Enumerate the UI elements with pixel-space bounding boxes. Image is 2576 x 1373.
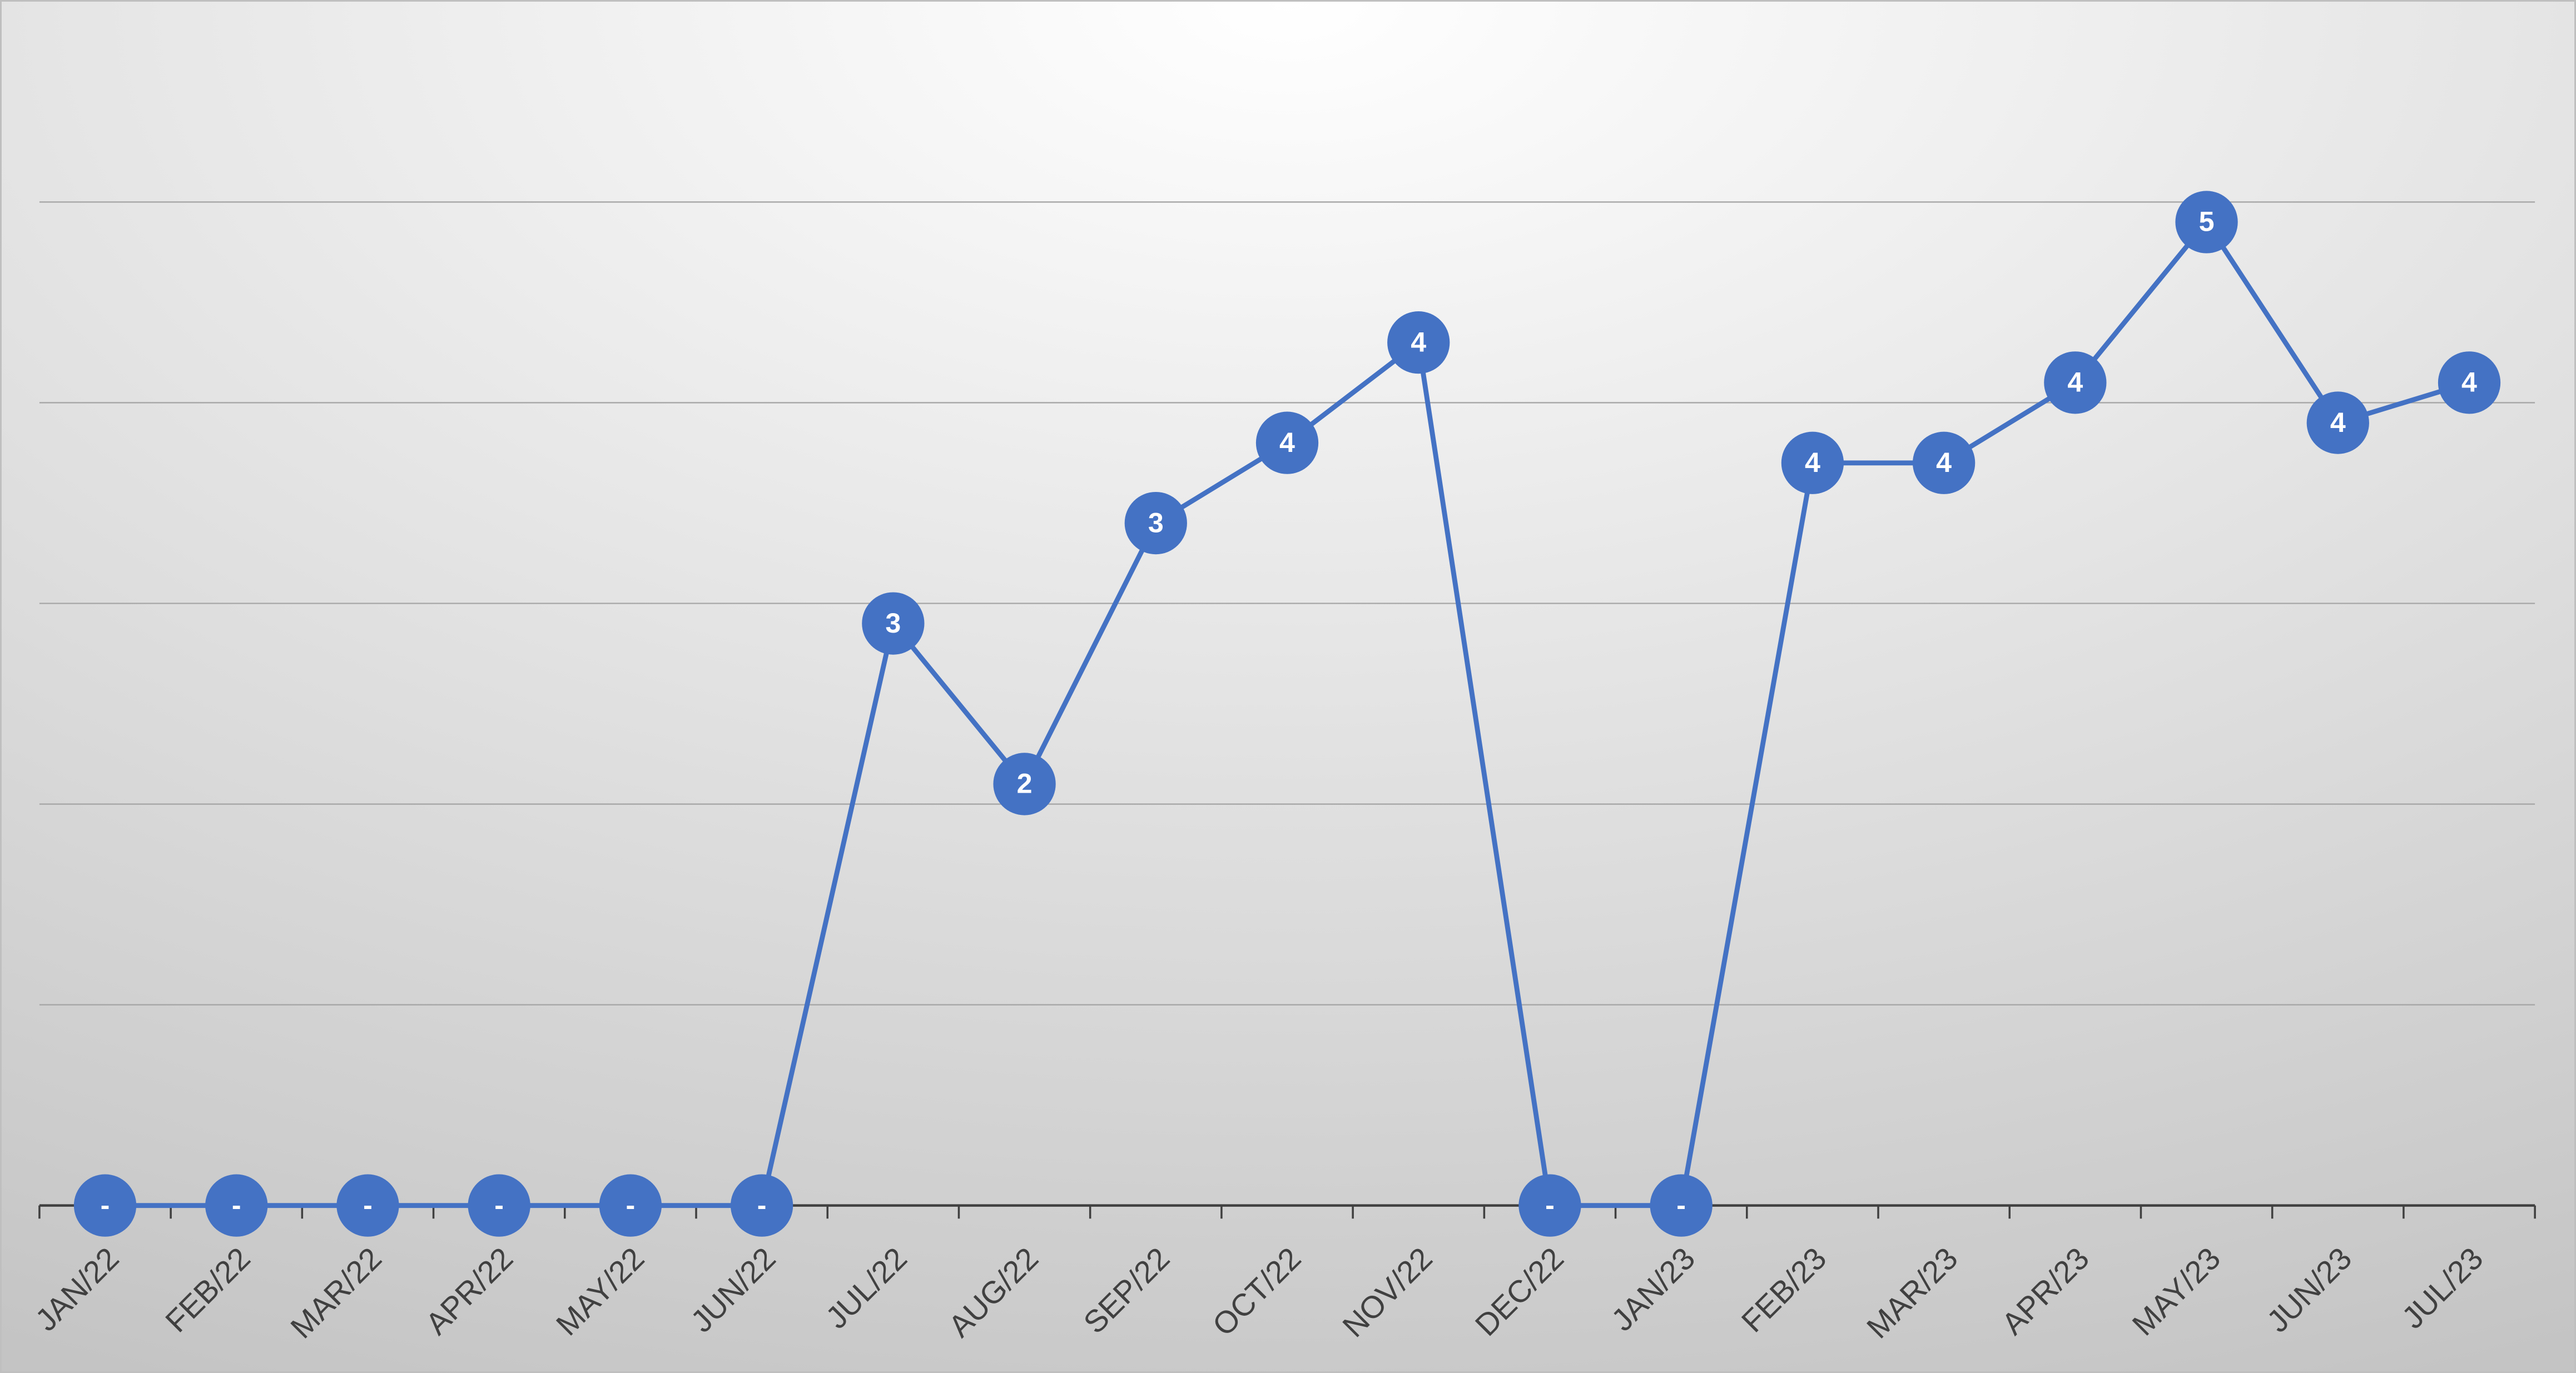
data-label: -: [101, 1190, 110, 1221]
data-label: 4: [2067, 367, 2083, 398]
data-label: 3: [885, 608, 901, 639]
data-label: 3: [1148, 507, 1164, 538]
data-label: 4: [1936, 447, 1952, 478]
data-point: [599, 1174, 662, 1237]
data-label: -: [1545, 1190, 1555, 1221]
data-point: [1518, 1174, 1581, 1237]
data-label: 4: [2461, 367, 2477, 398]
data-label: 2: [1017, 768, 1033, 799]
data-point: [1387, 311, 1450, 374]
data-label: 4: [2330, 407, 2346, 438]
data-point: [993, 753, 1056, 815]
data-label: -: [626, 1190, 636, 1221]
data-point: [730, 1174, 793, 1237]
data-point: [1912, 431, 1976, 494]
data-label: -: [494, 1190, 504, 1221]
data-label: -: [757, 1190, 767, 1221]
data-point: [1650, 1174, 1713, 1237]
data-point: [862, 592, 925, 655]
data-point: [1781, 431, 1844, 494]
data-point: [2438, 351, 2501, 414]
data-point: [73, 1174, 137, 1237]
data-point: [2175, 191, 2238, 253]
data-point: [205, 1174, 268, 1237]
data-point: [2044, 351, 2107, 414]
data-label: -: [363, 1190, 373, 1221]
data-label: 4: [1279, 427, 1295, 458]
data-point: [2306, 391, 2369, 454]
data-label: -: [232, 1190, 241, 1221]
data-point: [468, 1174, 530, 1237]
data-point: [336, 1174, 399, 1237]
data-label: 4: [1805, 447, 1820, 478]
data-point: [1255, 411, 1319, 474]
data-label: 5: [2199, 206, 2215, 237]
data-label: -: [1676, 1190, 1686, 1221]
data-point: [1124, 491, 1187, 555]
data-label: 4: [1411, 326, 1426, 357]
